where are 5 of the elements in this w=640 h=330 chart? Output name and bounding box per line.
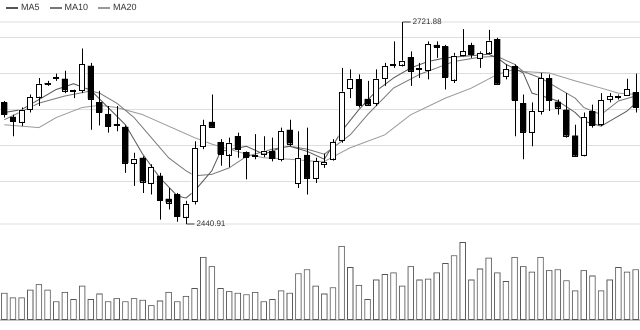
legend-label: MA20	[112, 2, 137, 14]
annotation: 2440.91	[196, 219, 226, 228]
legend-label: MA10	[64, 2, 88, 14]
legend-label: MA5	[20, 2, 40, 14]
annotation: 2721.88	[412, 17, 442, 26]
